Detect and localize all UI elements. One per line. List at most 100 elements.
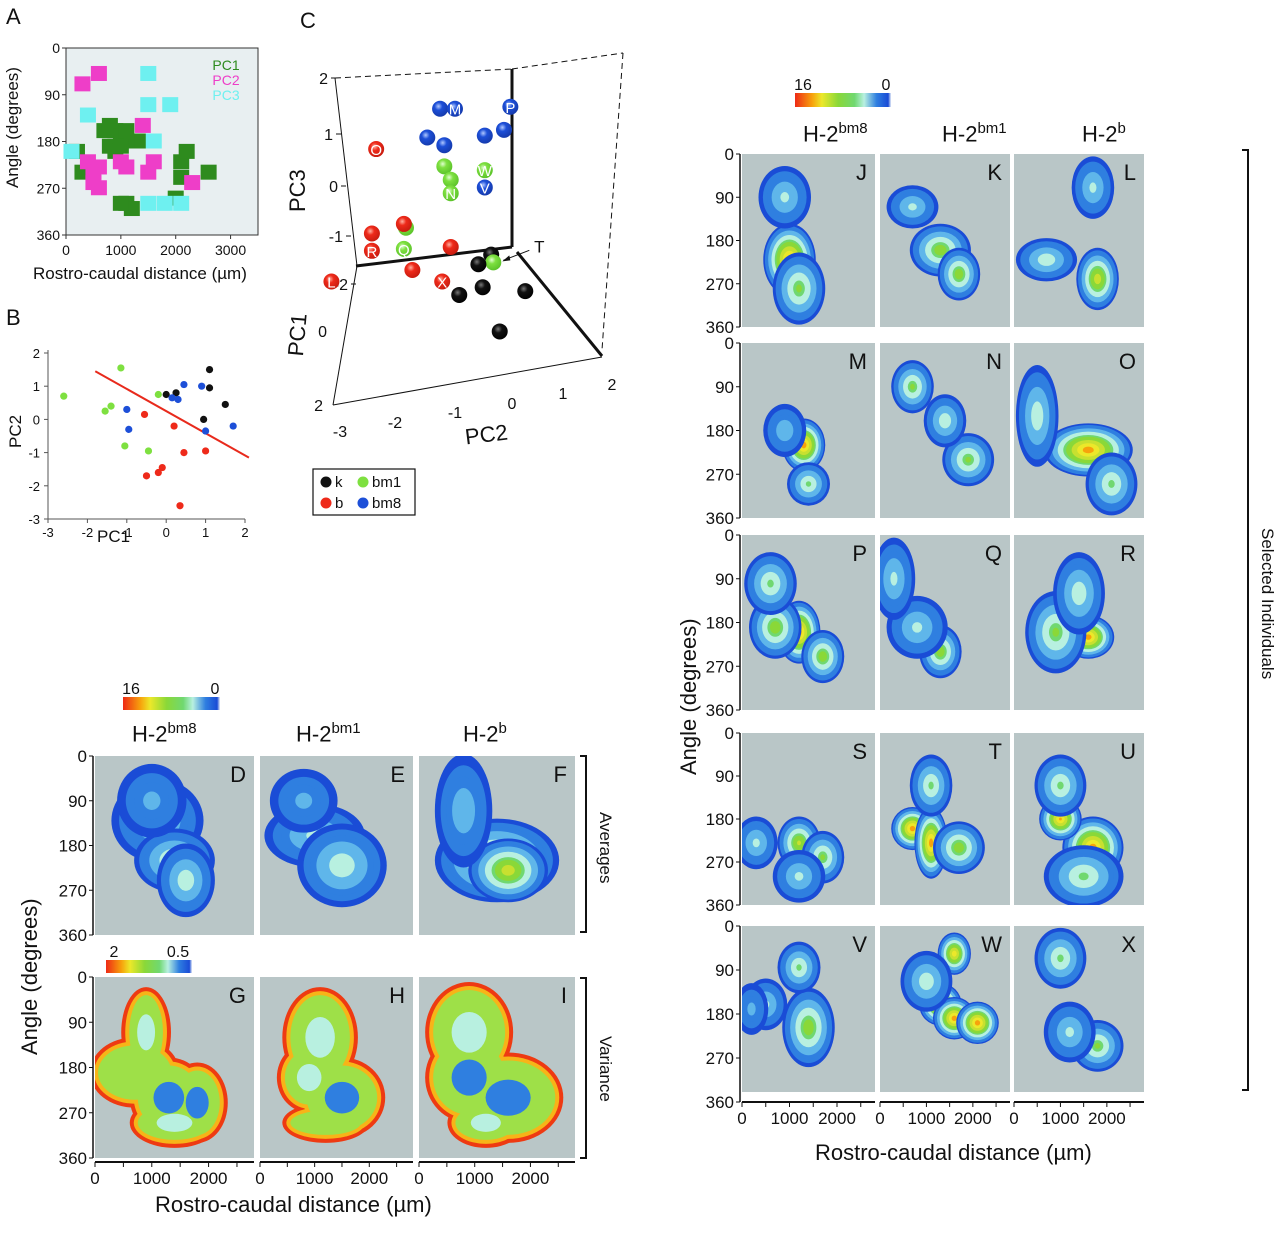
panel-c-point-label: Q xyxy=(398,242,410,259)
variance-angle-axis-tick-label: 0 xyxy=(78,968,87,987)
panel-c-pc2-tick-label: 0 xyxy=(508,396,517,413)
heatmap-panel-g: G xyxy=(95,977,254,1158)
heat-contour-level xyxy=(752,838,760,848)
panel-letter-o: O xyxy=(1119,349,1136,374)
panel-c-point-bm8 xyxy=(446,100,463,117)
panel-b-point-bm1 xyxy=(117,364,125,372)
panel-c-point-bm1 xyxy=(476,162,493,179)
selected-angle-axis-4-tick-label: 90 xyxy=(715,961,734,980)
panel-c-pc2-tick-label: -1 xyxy=(448,405,462,422)
heat-contour-level xyxy=(956,271,962,277)
variance-low-spot xyxy=(156,1113,193,1132)
right-distance-axis-0-tick-label: 2000 xyxy=(818,1109,856,1128)
panel-b-xlabel: PC1 xyxy=(97,527,131,546)
heatmap-panel-u: U xyxy=(1014,733,1144,905)
panel-c-pc3-tick-label: -1 xyxy=(329,229,343,246)
selected-colorbar xyxy=(795,93,891,107)
selected-angle-axis-2-tick-label: 270 xyxy=(706,657,734,676)
heat-contour-level xyxy=(767,579,774,588)
panel-c-pc1-tick-label: 2 xyxy=(314,398,323,415)
panel-b-point-bm1 xyxy=(121,442,129,450)
panel-b-point-b xyxy=(170,422,178,430)
heat-contour-level xyxy=(820,854,826,861)
panel-b-point-bm8 xyxy=(168,394,176,402)
selected-angle-axis-4-tick-label: 360 xyxy=(706,1093,734,1112)
panel-c-point-k xyxy=(470,256,487,273)
heatmap-contours xyxy=(434,756,560,903)
heat-contour-level xyxy=(1059,817,1062,821)
selected-angle-axis-0-tick-label: 0 xyxy=(725,145,734,164)
heat-contour-level xyxy=(938,649,943,655)
panel-a-xtick-label: 2000 xyxy=(160,242,191,258)
heat-contour-level xyxy=(941,416,949,425)
panel-c-axis-pc1 xyxy=(515,251,604,357)
heat-contour-level xyxy=(805,1023,812,1032)
panel-a-cell-pc2 xyxy=(74,76,91,92)
variance-angle-axis-tick-label: 270 xyxy=(59,1104,87,1123)
selected-angle-axis-1-tick-label: 90 xyxy=(715,378,734,397)
panel-c-point-b xyxy=(434,273,451,290)
right-distance-axis-1-tick-label: 1000 xyxy=(908,1109,946,1128)
panel-c-point-bm8 xyxy=(432,100,449,117)
panel-c-point-bm8 xyxy=(419,129,436,146)
heatmap-contours xyxy=(276,987,386,1143)
right-distance-axis-2-tick-label: 0 xyxy=(1009,1109,1018,1128)
panel-a-cell-pc2 xyxy=(145,154,162,170)
heatmap-panel-f: F xyxy=(419,756,575,935)
heat-contour-level xyxy=(1085,448,1092,452)
legend-marker-bm1 xyxy=(357,476,369,488)
heat-contour-level xyxy=(504,867,512,874)
heatmap-contours xyxy=(111,763,215,918)
panel-b-point-bm8 xyxy=(125,425,133,433)
selected-angle-axis-0-tick-label: 90 xyxy=(715,188,734,207)
averages-angle-axis-tick-label: 270 xyxy=(59,881,87,900)
panel-a-cell-pc3 xyxy=(140,65,157,81)
panel-c-point-bm1 xyxy=(442,171,459,188)
selected-angle-axis-0-tick-label: 360 xyxy=(706,318,734,337)
legend-label-b: b xyxy=(335,495,343,512)
panel-c-pc1-tick-label: 0 xyxy=(318,324,327,341)
selected-angle-axis-2-tick-label: 360 xyxy=(706,701,734,720)
left-distance-axis-2-tick-label: 1000 xyxy=(456,1169,494,1188)
panel-b-xtick-label: 2 xyxy=(241,525,248,540)
panel-a-ylabel: Angle (degrees) xyxy=(3,67,22,188)
heatmap-contours xyxy=(95,987,228,1148)
heatmap-panel-k: K xyxy=(880,154,1010,327)
panel-b-point-b xyxy=(158,463,166,472)
variance-low-spot xyxy=(305,1016,335,1058)
panel-c-t-label: T xyxy=(534,237,544,256)
panel-c-point-b xyxy=(404,262,421,278)
heat-contour-level xyxy=(143,791,161,810)
selected-angle-axis-0-tick-label: 180 xyxy=(706,232,734,251)
heat-contour-level xyxy=(953,952,956,956)
averages-angle-axis-tick-label: 180 xyxy=(59,837,87,856)
panel-c-point-label: P xyxy=(505,100,515,117)
panel-b-point-bm8 xyxy=(180,380,188,389)
legend-marker-bm8 xyxy=(357,497,369,509)
variance-low-spot xyxy=(324,1081,360,1114)
panel-b-point-k xyxy=(221,400,229,409)
legend-label-bm1: bm1 xyxy=(372,474,401,491)
panel-c-point-b xyxy=(368,141,385,158)
panel-c-point-label: N xyxy=(445,186,456,203)
right-distance-axis-2-tick-label: 1000 xyxy=(1042,1109,1080,1128)
legend-marker-b xyxy=(320,497,332,509)
heatmap-contours xyxy=(1015,156,1119,311)
right-distance-axis-0-tick-label: 1000 xyxy=(771,1109,809,1128)
heat-contour-level xyxy=(1034,408,1041,424)
selected-colorbar-min-label: 0 xyxy=(882,77,891,94)
right-distance-axis-1-tick-label: 0 xyxy=(875,1109,884,1128)
panel-a-cell-pc2 xyxy=(90,159,107,175)
heat-contour-level xyxy=(930,840,933,846)
panel-a-legend-pc2: PC2 xyxy=(212,72,239,88)
panel-c-legend: k bm1 b bm8 xyxy=(312,468,416,516)
panel-c-point-label: M xyxy=(449,102,462,119)
panel-b-point-bm1 xyxy=(107,402,115,410)
selected-angle-axis-3-tick-label: 90 xyxy=(715,767,734,786)
title-bm8-right: H-2bm8 xyxy=(803,120,868,147)
heat-contour-level xyxy=(1052,627,1060,637)
heat-contour-level xyxy=(181,875,191,886)
legend-marker-k xyxy=(320,476,332,488)
panel-b-point-b xyxy=(142,472,151,480)
left-distance-axis-0-tick-label: 0 xyxy=(90,1169,99,1188)
